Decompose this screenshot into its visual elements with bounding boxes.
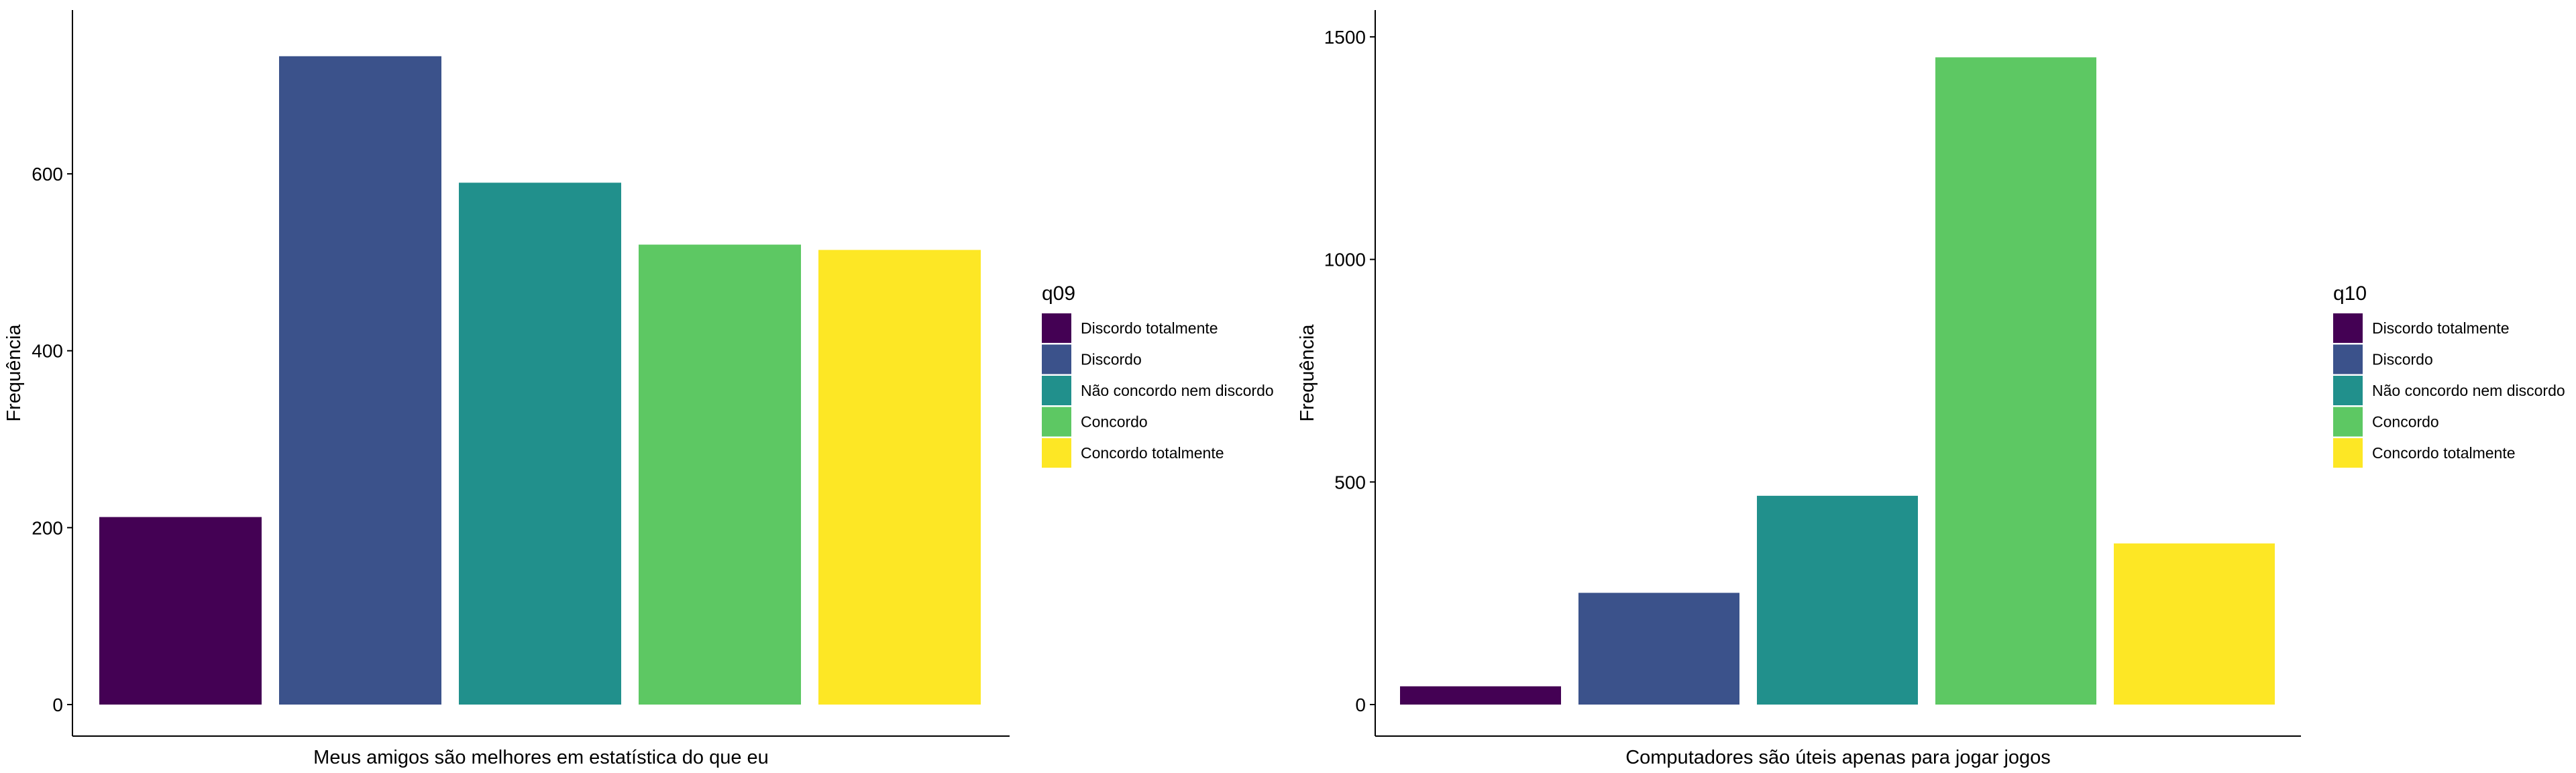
legend-label-1: Discordo totalmente	[2372, 319, 2510, 337]
legend-key-5	[1042, 438, 1071, 468]
bar-4	[639, 244, 801, 705]
legend-label-2: Discordo	[2372, 351, 2433, 368]
legend-key-4	[2333, 407, 2363, 437]
bar-1	[1400, 686, 1561, 705]
legend-key-3	[1042, 376, 1071, 405]
y-axis-title: Frequência	[3, 324, 25, 422]
legend-key-2	[1042, 344, 1071, 374]
legend-key-2	[2333, 344, 2363, 374]
bar-2	[279, 56, 441, 705]
legend-label-4: Concordo	[1081, 413, 1148, 431]
y-tick-label: 600	[32, 164, 63, 185]
y-tick-label: 500	[1334, 472, 1366, 493]
chart-panel-2: 0 500 1000 1500 Computadores são úteis apena…	[1297, 10, 2565, 768]
x-axis-title: Meus amigos são melhores em estatística …	[313, 747, 769, 768]
y-tick-label: 400	[32, 341, 63, 362]
legend-key-1	[2333, 313, 2363, 343]
bar-1	[99, 517, 262, 705]
legend-label-3: Não concordo nem discordo	[2372, 382, 2565, 399]
legend-label-4: Concordo	[2372, 413, 2439, 431]
y-axis-title: Frequência	[1297, 324, 1318, 422]
x-axis-title: Computadores são úteis apenas para jogar…	[1625, 747, 2051, 768]
legend-key-5	[2333, 438, 2363, 468]
bar-3	[1757, 495, 1918, 705]
legend-label-1: Discordo totalmente	[1081, 319, 1218, 337]
legend: q09 Discordo totalmente Discordo Não concor…	[1042, 282, 1274, 468]
y-tick-label: 1500	[1324, 27, 1366, 48]
legend-label-5: Concordo totalmente	[1081, 444, 1224, 462]
bar-4	[1935, 57, 2096, 705]
y-tick-label: 1000	[1324, 250, 1366, 270]
legend-title: q10	[2333, 282, 2367, 305]
legend-label-5: Concordo totalmente	[2372, 444, 2516, 462]
y-tick-label: 0	[52, 694, 63, 715]
legend-title: q09	[1042, 282, 1075, 305]
y-tick-label: 200	[32, 517, 63, 538]
legend-key-1	[1042, 313, 1071, 343]
bar-5	[818, 250, 981, 705]
bar-2	[1578, 592, 1739, 705]
legend-label-3: Não concordo nem discordo	[1081, 382, 1274, 399]
legend: q10 Discordo totalmente Discordo Não concor…	[2333, 282, 2565, 468]
y-tick-label: 0	[1355, 694, 1366, 715]
legend-key-3	[2333, 376, 2363, 405]
bar-5	[2114, 543, 2275, 705]
legend-label-2: Discordo	[1081, 351, 1142, 368]
legend-key-4	[1042, 407, 1071, 437]
chart-panel-1: 0 200 400 600 Meus amigos são melhores em es…	[3, 10, 1274, 768]
bar-3	[459, 183, 621, 705]
